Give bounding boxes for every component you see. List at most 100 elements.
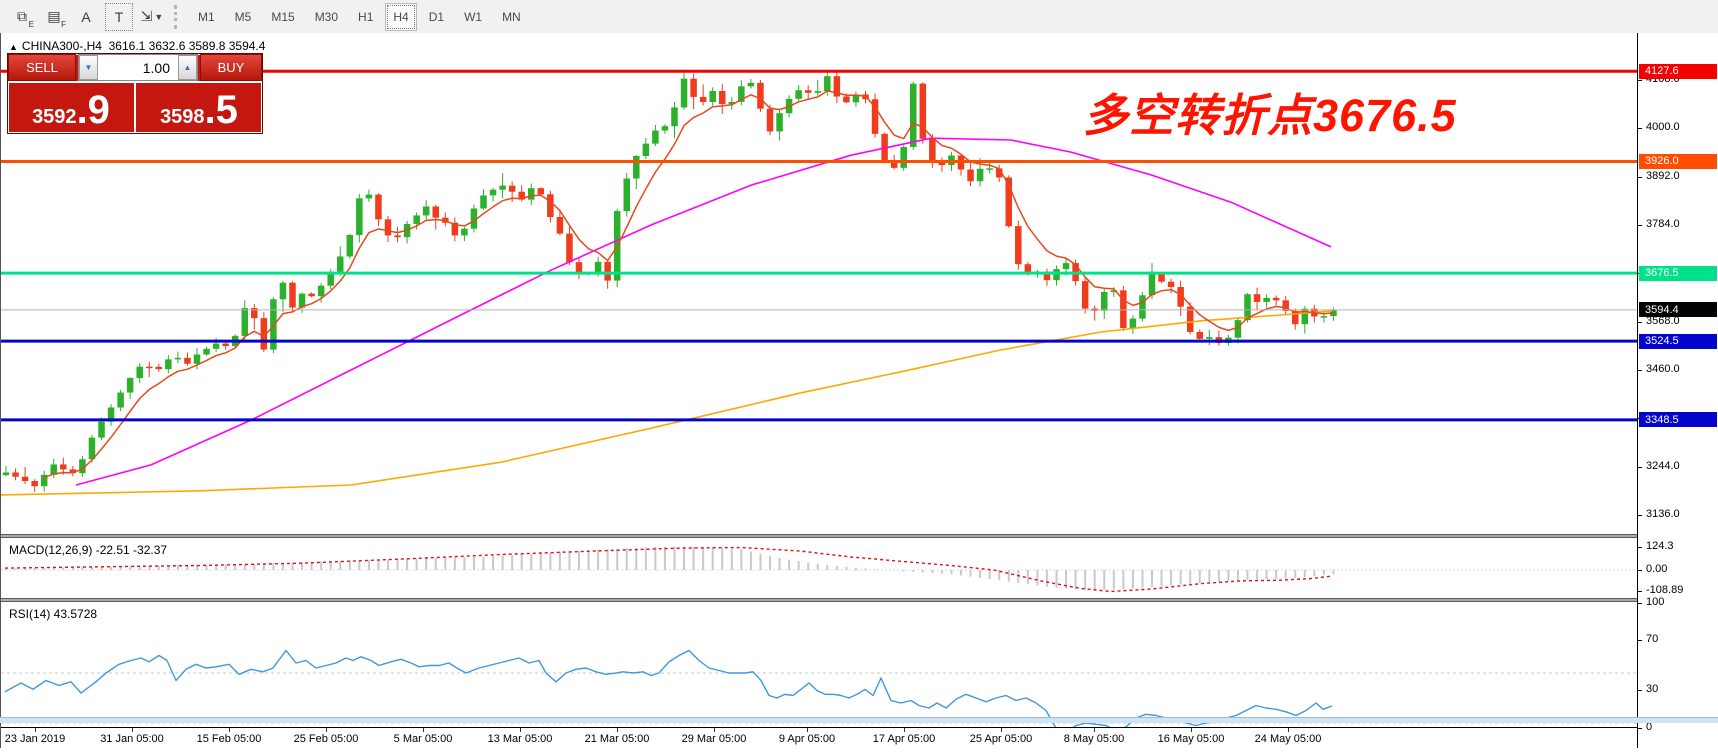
buy-button[interactable]: BUY (200, 54, 262, 81)
axis-tick (1638, 727, 1642, 729)
rsi-indicator-label: RSI(14) 43.5728 (9, 607, 98, 621)
time-tick-label: 13 Mar 05:00 (487, 733, 553, 745)
time-tick (1001, 728, 1002, 732)
level-price-chip: 3926.0 (1639, 153, 1717, 169)
tool-dropdown-chevron-icon[interactable]: ▼ (154, 11, 164, 22)
level-price-chip: 3676.5 (1639, 265, 1717, 281)
volume-input[interactable]: 1.00 (98, 55, 178, 80)
macd-scale-label: -108.89 (1646, 583, 1684, 596)
time-tick-label: 25 Apr 05:00 (969, 733, 1033, 745)
time-tick-label: 5 Mar 05:00 (393, 733, 453, 745)
price-axis[interactable]: 4108.04000.03892.03784.03676.03568.03460… (1637, 33, 1718, 748)
volume-increase-button[interactable]: ▲ (178, 55, 197, 80)
timeframe-button-m30[interactable]: M30 (314, 9, 339, 24)
axis-tick (1638, 224, 1642, 226)
level-price-chip: 3348.5 (1639, 412, 1717, 428)
macd-indicator-label: MACD(12,26,9) -22.51 -32.37 (9, 543, 168, 557)
axis-tick (1638, 369, 1642, 371)
timeframe-button-m1[interactable]: M1 (198, 9, 215, 24)
time-tick (326, 728, 327, 732)
price-tick-label: 3568.0 (1646, 314, 1680, 327)
time-axis[interactable]: 23 Jan 2019 31 Jan 05:00 15 Feb 05:00 25 Fe… (1, 728, 1637, 750)
axis-tick (1638, 80, 1642, 81)
level-price-chip: 3524.5 (1639, 333, 1717, 349)
panel-splitter[interactable] (1, 534, 1638, 538)
rsi-panel[interactable]: RSI(14) 43.5728 (1, 602, 1637, 728)
bid-price[interactable]: 3592.9 (8, 83, 136, 133)
price-tick-label: 3136.0 (1646, 507, 1680, 520)
rsi-scale-label: 30 (1646, 683, 1659, 695)
axis-tick (1638, 590, 1642, 592)
time-tick-label: 24 May 05:00 (1254, 733, 1322, 745)
drawing-toolbar: ⧉ E ▤ F A T ⇲ ▼ (6, 2, 168, 31)
time-tick-label: 23 Jan 2019 (4, 733, 66, 745)
symbol-period-label: CHINA300-,H4 (21, 39, 102, 53)
chart-text-annotation[interactable]: 多空转折点3676.5 (1083, 90, 1457, 141)
time-tick (1094, 728, 1095, 732)
timeframe-button-h1[interactable]: H1 (358, 9, 374, 24)
time-tick (229, 728, 230, 732)
time-tick (904, 728, 905, 732)
axis-tick (1638, 128, 1642, 130)
price-tick-label: 3460.0 (1646, 362, 1680, 375)
time-tick-label: 25 Feb 05:00 (293, 733, 359, 745)
timeframe-button-w1[interactable]: W1 (464, 9, 483, 24)
axis-tick (1638, 690, 1642, 691)
price-tick-label: 4000.0 (1646, 121, 1680, 134)
time-tick (132, 728, 133, 732)
timeframe-button-mn[interactable]: MN (502, 9, 521, 24)
time-tick (714, 728, 715, 732)
rsi-scale-label: 70 (1646, 633, 1659, 645)
axis-tick (1638, 640, 1642, 641)
time-tick-label: 15 Feb 05:00 (196, 733, 262, 745)
price-tick-label: 3244.0 (1646, 459, 1680, 472)
axis-tick (1638, 176, 1642, 178)
volume-stepper: ▼ 1.00 ▲ (78, 54, 198, 81)
arrows-tool-icon[interactable]: ⇲ ▼ (140, 8, 164, 24)
sell-button[interactable]: SELL (8, 54, 76, 81)
time-tick (520, 728, 521, 732)
timeframe-button-d1[interactable]: D1 (428, 9, 445, 24)
macd-panel[interactable]: MACD(12,26,9) -22.51 -32.37 (1, 538, 1637, 598)
ohlc-values: 3616.1 3632.6 3589.8 3594.4 (108, 39, 266, 53)
time-tick (1191, 728, 1192, 732)
toolbar-separator (174, 4, 182, 29)
time-tick-label: 9 Apr 05:00 (778, 733, 836, 745)
time-tick (35, 728, 36, 732)
rsi-scale-label: 100 (1646, 595, 1665, 608)
timeframe-button-h4[interactable]: H4 (385, 2, 417, 31)
timeframe-toolbar: M1 M5 M15 M30 H1 H4 D1 W1 MN (188, 2, 531, 31)
collapse-triangle-icon[interactable]: ▲ (9, 42, 18, 52)
time-tick-label: 31 Jan 05:00 (100, 733, 164, 745)
price-tick-label: 3784.0 (1646, 217, 1680, 230)
axis-tick (1638, 602, 1642, 604)
window-bottom-edge (0, 717, 1718, 723)
price-tick-label: 3892.0 (1646, 169, 1680, 182)
time-tick (807, 728, 808, 732)
time-tick (423, 728, 424, 732)
textbox-tool-icon[interactable]: T (105, 2, 133, 31)
time-tick-label: 21 Mar 05:00 (584, 733, 650, 745)
level-price-chip: 4127.6 (1639, 63, 1717, 79)
axis-tick (1638, 514, 1642, 516)
ask-price[interactable]: 3598.5 (160, 88, 238, 132)
toolbar: ⧉ E ▤ F A T ⇲ ▼ M1 M5 M15 M30 H1 H4 D1 W1 MN (0, 0, 1718, 34)
time-tick-label: 29 Mar 05:00 (681, 733, 747, 745)
macd-scale-label: 124.3 (1646, 539, 1674, 552)
text-tool-icon[interactable]: A (81, 8, 91, 25)
time-tick-label: 17 Apr 05:00 (872, 733, 936, 745)
panel-splitter[interactable] (1, 598, 1638, 602)
current-price-chip: 3594.4 (1639, 302, 1717, 318)
chart-title: ▲ CHINA300-,H4 3616.1 3632.6 3589.8 3594.… (9, 39, 265, 53)
volume-decrease-button[interactable]: ▼ (79, 55, 98, 80)
one-click-trade-panel: SELL ▼ 1.00 ▲ BUY 3592.9 3598.5 (7, 53, 263, 134)
main-price-panel[interactable]: ▲ CHINA300-,H4 3616.1 3632.6 3589.8 3594.… (1, 33, 1637, 534)
timeframe-button-m5[interactable]: M5 (234, 9, 252, 24)
axis-tick (1638, 466, 1642, 468)
fibonacci-tool-icon[interactable]: ▤ F (47, 8, 66, 29)
axis-tick (1638, 570, 1642, 571)
timeframe-button-m15[interactable]: M15 (271, 9, 295, 24)
chart-area: ▲ CHINA300-,H4 3616.1 3632.6 3589.8 3594.… (0, 33, 1718, 750)
equidistant-channel-tool-icon[interactable]: ⧉ E (17, 8, 34, 29)
